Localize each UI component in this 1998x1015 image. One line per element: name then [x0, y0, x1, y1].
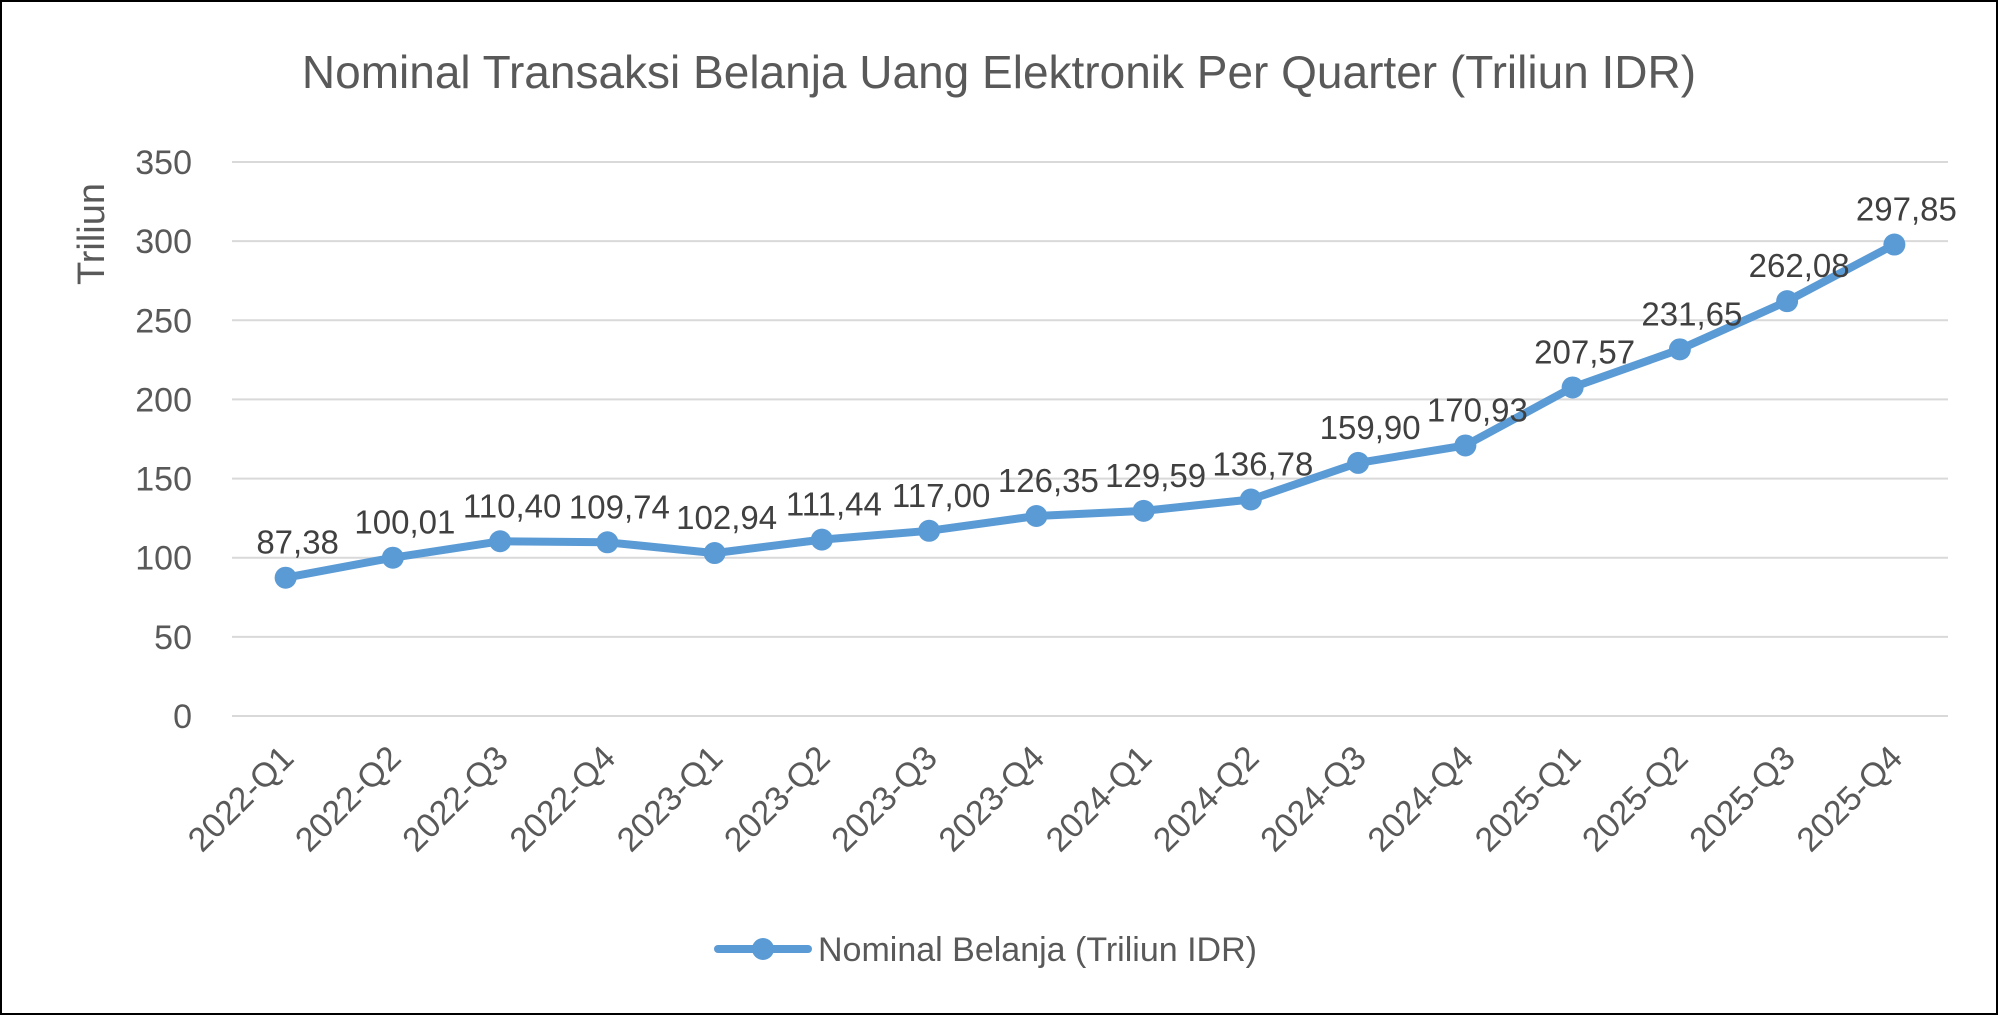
x-tick-label: 2022-Q1	[181, 739, 301, 859]
x-tick-label: 2024-Q1	[1039, 739, 1159, 859]
data-point	[1454, 434, 1477, 457]
x-tick-label: 2023-Q2	[717, 739, 837, 859]
data-label: 117,00	[892, 477, 990, 514]
data-point	[1561, 376, 1584, 399]
data-label: 102,94	[676, 499, 777, 536]
y-tick-label: 50	[154, 619, 192, 657]
data-label: 170,93	[1427, 391, 1528, 428]
series-line	[281, 240, 1899, 582]
data-point	[1025, 505, 1048, 528]
x-tick-label: 2024-Q3	[1253, 739, 1373, 859]
x-tick-label: 2025-Q4	[1790, 739, 1910, 859]
y-tick-label: 350	[135, 144, 192, 182]
data-label: 87,38	[256, 524, 339, 561]
x-tick-label: 2025-Q2	[1575, 739, 1695, 859]
data-label: 262,08	[1749, 247, 1850, 284]
data-label: 109,74	[569, 488, 670, 525]
data-label: 231,65	[1641, 295, 1742, 332]
gridlines	[232, 161, 1948, 717]
data-point	[1347, 451, 1370, 474]
data-point	[1239, 488, 1262, 511]
series-layer	[274, 233, 1906, 589]
y-axis-label: Triliun	[71, 183, 113, 285]
y-tick-label: 250	[135, 302, 192, 340]
y-tick-label: 200	[135, 381, 192, 419]
y-tick-label: 300	[135, 223, 192, 261]
data-point	[1776, 290, 1799, 313]
data-label: 136,78	[1212, 445, 1313, 482]
data-point	[703, 542, 726, 565]
data-label: 207,57	[1534, 333, 1635, 370]
data-point	[489, 530, 512, 553]
data-label: 129,59	[1105, 457, 1206, 494]
y-tick-label: 0	[173, 698, 192, 736]
data-point	[274, 566, 297, 589]
x-axis-ticks: 2022-Q12022-Q22022-Q32022-Q42023-Q12023-…	[181, 739, 1910, 859]
y-tick-label: 100	[135, 540, 192, 578]
x-tick-label: 2023-Q1	[610, 739, 730, 859]
x-tick-label: 2022-Q4	[503, 739, 623, 859]
x-tick-label: 2025-Q1	[1468, 739, 1588, 859]
x-tick-label: 2024-Q2	[1146, 739, 1266, 859]
data-label: 159,90	[1320, 409, 1421, 446]
y-axis-ticks: 0 50 100 150 200 250 300 350	[135, 144, 192, 736]
data-point	[1132, 499, 1155, 522]
data-label: 297,85	[1856, 191, 1957, 228]
y-tick-label: 150	[135, 461, 192, 499]
data-label: 126,35	[998, 462, 1099, 499]
legend: Nominal Belanja (Triliun IDR)	[714, 931, 1257, 969]
data-point	[918, 519, 941, 542]
data-label: 100,01	[354, 504, 455, 541]
data-point	[381, 546, 404, 569]
data-label: 110,40	[463, 487, 561, 524]
x-tick-label: 2023-Q3	[824, 739, 944, 859]
x-tick-label: 2023-Q4	[932, 739, 1052, 859]
data-point	[1883, 233, 1906, 256]
x-tick-label: 2024-Q4	[1361, 739, 1481, 859]
x-tick-label: 2022-Q3	[395, 739, 515, 859]
x-tick-label: 2025-Q3	[1682, 739, 1802, 859]
legend-label: Nominal Belanja (Triliun IDR)	[818, 931, 1257, 969]
data-point	[596, 531, 619, 554]
data-label: 111,44	[786, 486, 882, 523]
data-labels: 87,38 100,01 110,40 109,74 102,94 111,44 117,0…	[256, 191, 1957, 561]
data-point	[810, 528, 833, 551]
x-tick-label: 2022-Q2	[288, 739, 408, 859]
legend-marker	[752, 938, 774, 960]
chart-title: Nominal Transaksi Belanja Uang Elektroni…	[302, 46, 1696, 98]
data-point	[1668, 338, 1691, 361]
